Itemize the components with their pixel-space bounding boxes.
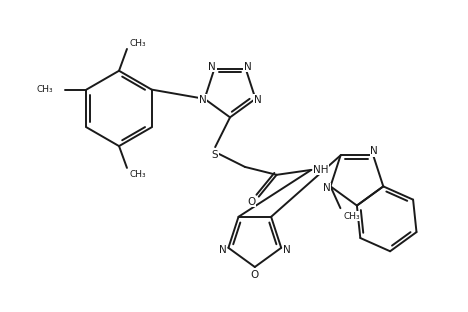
- Text: N: N: [322, 183, 330, 193]
- Text: CH₃: CH₃: [36, 85, 53, 94]
- Text: N: N: [370, 146, 378, 156]
- Text: O: O: [251, 270, 259, 280]
- Text: N: N: [254, 95, 261, 105]
- Text: CH₃: CH₃: [344, 212, 360, 221]
- Text: N: N: [199, 95, 206, 105]
- Text: S: S: [212, 150, 219, 160]
- Text: CH₃: CH₃: [130, 38, 146, 47]
- Text: CH₃: CH₃: [130, 170, 146, 179]
- Text: N: N: [283, 245, 291, 255]
- Text: O: O: [248, 197, 256, 207]
- Text: N: N: [244, 62, 252, 72]
- Text: NH: NH: [314, 165, 329, 175]
- Text: N: N: [219, 245, 227, 255]
- Text: N: N: [208, 62, 216, 72]
